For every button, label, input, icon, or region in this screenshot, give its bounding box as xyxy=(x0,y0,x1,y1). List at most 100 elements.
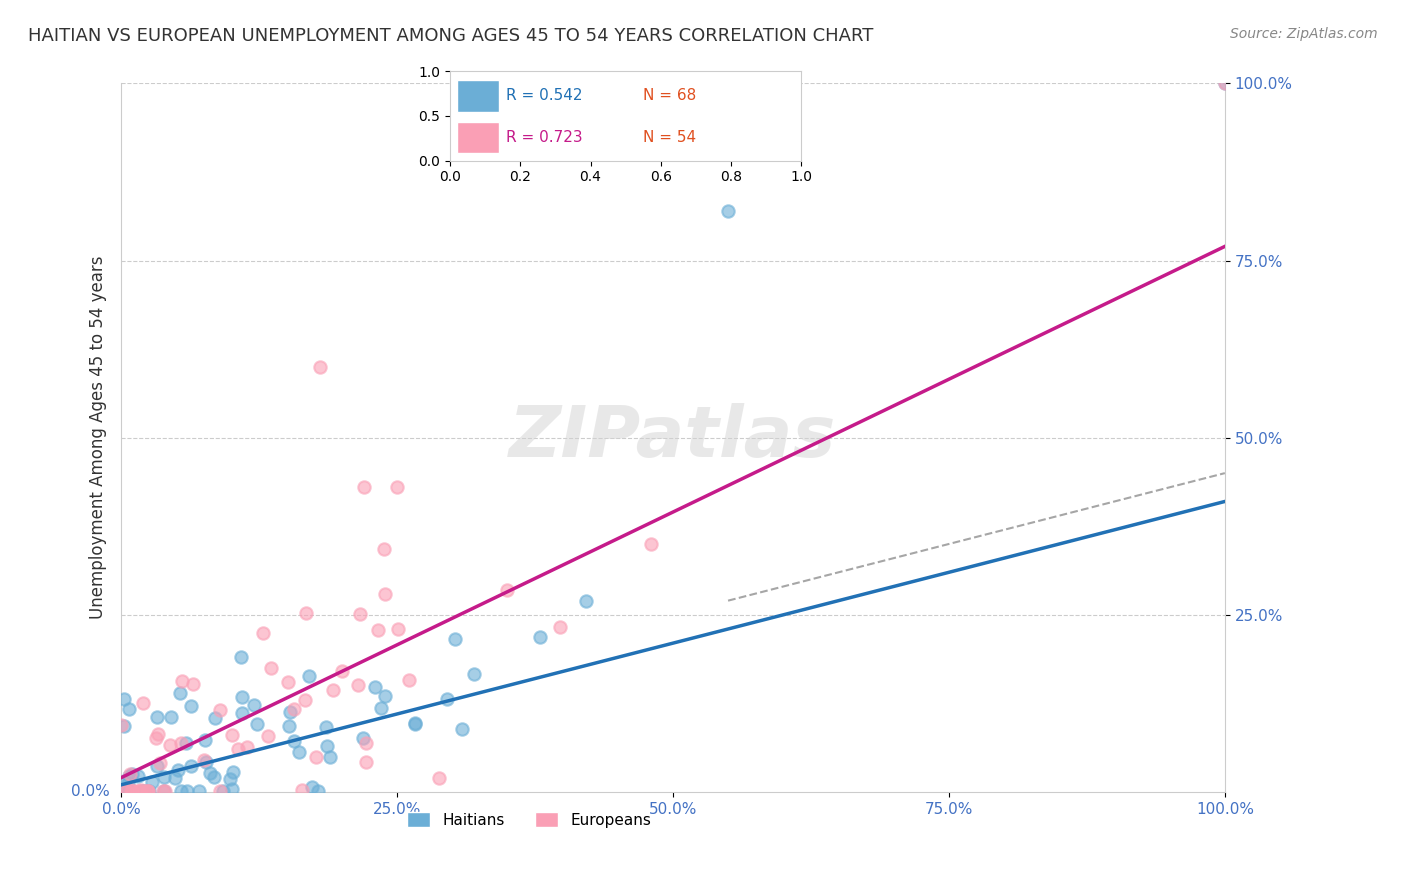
Point xyxy=(444,632,467,647)
Point xyxy=(176,784,198,798)
Point xyxy=(134,784,156,798)
Point xyxy=(200,766,222,780)
Point xyxy=(277,719,299,733)
Point xyxy=(121,784,143,798)
Point xyxy=(169,686,191,700)
Point xyxy=(294,693,316,707)
Point xyxy=(367,623,389,637)
Point xyxy=(152,784,174,798)
Point xyxy=(118,784,141,798)
Point xyxy=(252,625,274,640)
Point xyxy=(202,770,225,784)
Point xyxy=(111,784,134,798)
Point xyxy=(347,677,370,691)
Point xyxy=(404,715,426,730)
Point xyxy=(188,784,211,798)
Point xyxy=(246,716,269,731)
Point xyxy=(229,650,252,665)
Point xyxy=(404,717,426,731)
Point xyxy=(548,619,571,633)
Point xyxy=(153,770,176,784)
Point xyxy=(159,710,181,724)
Text: N = 68: N = 68 xyxy=(644,88,696,103)
Point xyxy=(640,537,662,551)
Point xyxy=(322,682,344,697)
Point xyxy=(298,669,321,683)
Point xyxy=(288,745,311,759)
Point xyxy=(111,784,134,798)
Point xyxy=(398,673,420,688)
Point xyxy=(166,763,188,777)
Point xyxy=(208,703,231,717)
Point xyxy=(222,765,245,780)
Point xyxy=(243,698,266,713)
Point xyxy=(315,739,337,753)
Point xyxy=(307,784,329,798)
Point xyxy=(495,582,517,597)
Point xyxy=(463,666,485,681)
Point xyxy=(204,711,226,725)
Point xyxy=(374,586,396,600)
Point xyxy=(295,606,318,620)
Point xyxy=(385,480,408,494)
Point xyxy=(212,784,235,798)
Point xyxy=(260,661,283,675)
Point xyxy=(118,767,141,781)
Point xyxy=(195,755,218,769)
Point xyxy=(436,691,458,706)
Point xyxy=(221,728,243,742)
Point xyxy=(145,731,167,745)
Text: 0.0%: 0.0% xyxy=(72,784,110,799)
Point xyxy=(330,664,353,678)
Point xyxy=(174,736,197,750)
Point xyxy=(373,541,395,556)
Point xyxy=(181,677,204,691)
Point xyxy=(575,593,598,607)
Point xyxy=(146,709,169,723)
Point xyxy=(352,731,374,746)
Text: ZIPatlas: ZIPatlas xyxy=(509,403,837,472)
Point xyxy=(112,692,135,706)
Point xyxy=(194,733,217,747)
Point xyxy=(278,705,301,719)
Point xyxy=(170,784,193,798)
Text: N = 54: N = 54 xyxy=(644,130,696,145)
Point xyxy=(111,774,134,789)
Point xyxy=(209,784,232,798)
Point xyxy=(146,727,169,741)
Point xyxy=(354,736,377,750)
Point xyxy=(370,701,392,715)
Text: R = 0.723: R = 0.723 xyxy=(506,130,582,145)
Point xyxy=(170,736,193,750)
Point xyxy=(257,730,280,744)
Point xyxy=(427,772,450,786)
Point xyxy=(291,783,314,797)
Point xyxy=(163,771,186,785)
Point xyxy=(136,784,159,798)
Point xyxy=(131,696,153,710)
Point xyxy=(349,607,371,621)
Point xyxy=(353,480,375,494)
Text: Source: ZipAtlas.com: Source: ZipAtlas.com xyxy=(1230,27,1378,41)
Point xyxy=(308,359,330,374)
Point xyxy=(131,784,153,798)
Point xyxy=(283,733,305,747)
Point xyxy=(110,717,132,731)
Point xyxy=(231,690,253,705)
FancyBboxPatch shape xyxy=(457,122,499,153)
Point xyxy=(180,699,202,714)
Point xyxy=(115,784,138,798)
Point xyxy=(118,769,141,783)
Point xyxy=(118,702,141,716)
FancyBboxPatch shape xyxy=(457,80,499,112)
Point xyxy=(193,753,215,767)
Point xyxy=(112,719,135,733)
Point xyxy=(138,784,160,798)
Point xyxy=(219,772,242,786)
Point xyxy=(170,673,193,688)
Point xyxy=(180,759,202,773)
Point xyxy=(231,706,253,720)
Legend: Haitians, Europeans: Haitians, Europeans xyxy=(401,805,658,834)
Point xyxy=(136,784,159,798)
Point xyxy=(125,784,148,798)
